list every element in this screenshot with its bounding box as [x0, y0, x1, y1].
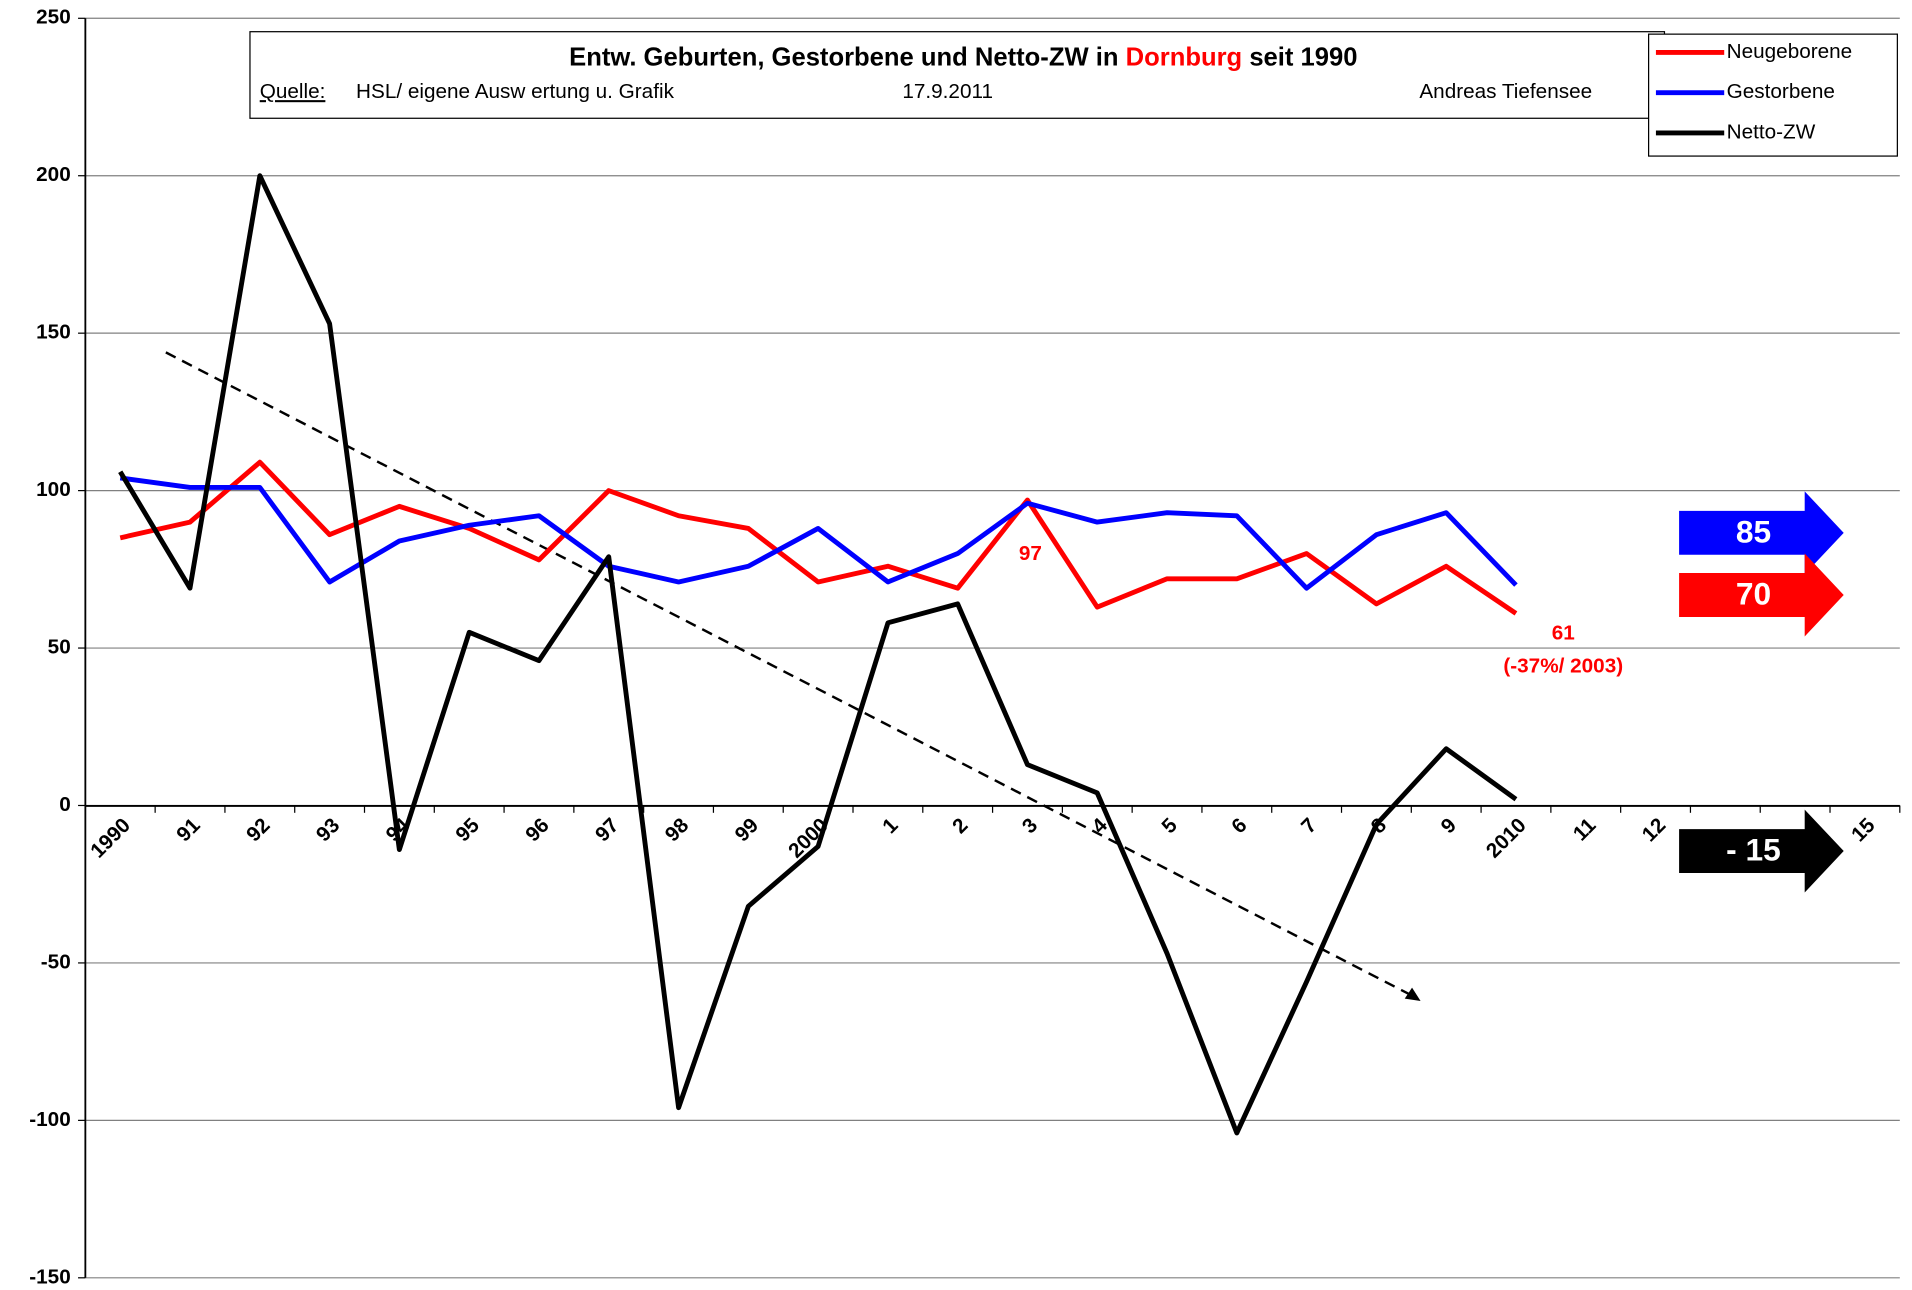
y-tick-label: 200 — [36, 163, 71, 186]
author: Andreas Tiefensee — [1419, 80, 1592, 103]
arrow-label: 70 — [1736, 576, 1771, 612]
title-text: Entw. Geburten, Gestorbene und Netto-ZW … — [569, 43, 1118, 71]
series-line — [119, 459, 1518, 616]
x-tick-label: 12 — [1638, 814, 1671, 847]
x-tick-label: 11 — [1569, 814, 1601, 846]
legend-label: Netto-ZW — [1727, 120, 1816, 143]
arrow-label: - 15 — [1726, 832, 1781, 868]
x-tick-label: 92 — [242, 814, 275, 847]
annotation: 61 — [1552, 621, 1575, 644]
x-tick-label: 97 — [591, 814, 624, 847]
x-tick-label: 95 — [451, 814, 484, 847]
x-tick-label: 96 — [521, 814, 554, 847]
arrow — [1679, 553, 1844, 637]
x-tick-label: 5 — [1157, 814, 1181, 838]
annotation: 97 — [1019, 542, 1042, 565]
legend-label: Gestorbene — [1727, 80, 1835, 103]
legend-label: Neugeborene — [1727, 40, 1853, 63]
x-tick-label: 93 — [312, 814, 345, 847]
arrow — [1679, 809, 1844, 893]
x-tick-label: 98 — [661, 814, 694, 847]
x-tick-label: 91 — [172, 814, 205, 847]
x-tick-label: 2 — [948, 814, 972, 838]
title-place: Dornburg — [1126, 43, 1243, 71]
date: 17.9.2011 — [902, 80, 993, 103]
series-line — [118, 173, 1518, 1136]
arrow — [1679, 491, 1844, 575]
x-tick-label: 99 — [730, 814, 763, 847]
source-label: Quelle: — [260, 80, 326, 103]
trend-arrowhead — [1404, 987, 1421, 1002]
x-tick-label: 9 — [1436, 814, 1460, 838]
arrow-label: 85 — [1736, 513, 1771, 549]
source: HSL/ eigene Ausw ertung u. Grafik — [356, 80, 675, 103]
x-tick-label: 15 — [1847, 814, 1880, 847]
y-tick-label: 100 — [36, 478, 71, 501]
x-tick-label: 2010 — [1482, 814, 1531, 863]
y-tick-label: -100 — [29, 1108, 70, 1131]
chart-title: Entw. Geburten, Gestorbene und Netto-ZW … — [569, 43, 1357, 71]
y-tick-label: 0 — [59, 793, 71, 816]
x-tick-label: 1990 — [86, 814, 135, 863]
y-tick-label: 250 — [36, 6, 71, 29]
title-text: seit 1990 — [1249, 43, 1357, 71]
annotation: (-37%/ 2003) — [1503, 654, 1623, 677]
y-tick-label: 150 — [36, 321, 71, 344]
series-line — [119, 475, 1518, 591]
trend-line — [165, 351, 1409, 995]
x-tick-label: 6 — [1227, 814, 1251, 838]
y-tick-label: -150 — [29, 1265, 70, 1288]
title-box — [249, 31, 1666, 119]
y-tick-label: -50 — [41, 950, 71, 973]
x-tick-label: 1 — [878, 814, 902, 838]
x-tick-label: 7 — [1297, 814, 1321, 838]
x-tick-label: 3 — [1018, 814, 1042, 838]
y-tick-label: 50 — [48, 636, 71, 659]
